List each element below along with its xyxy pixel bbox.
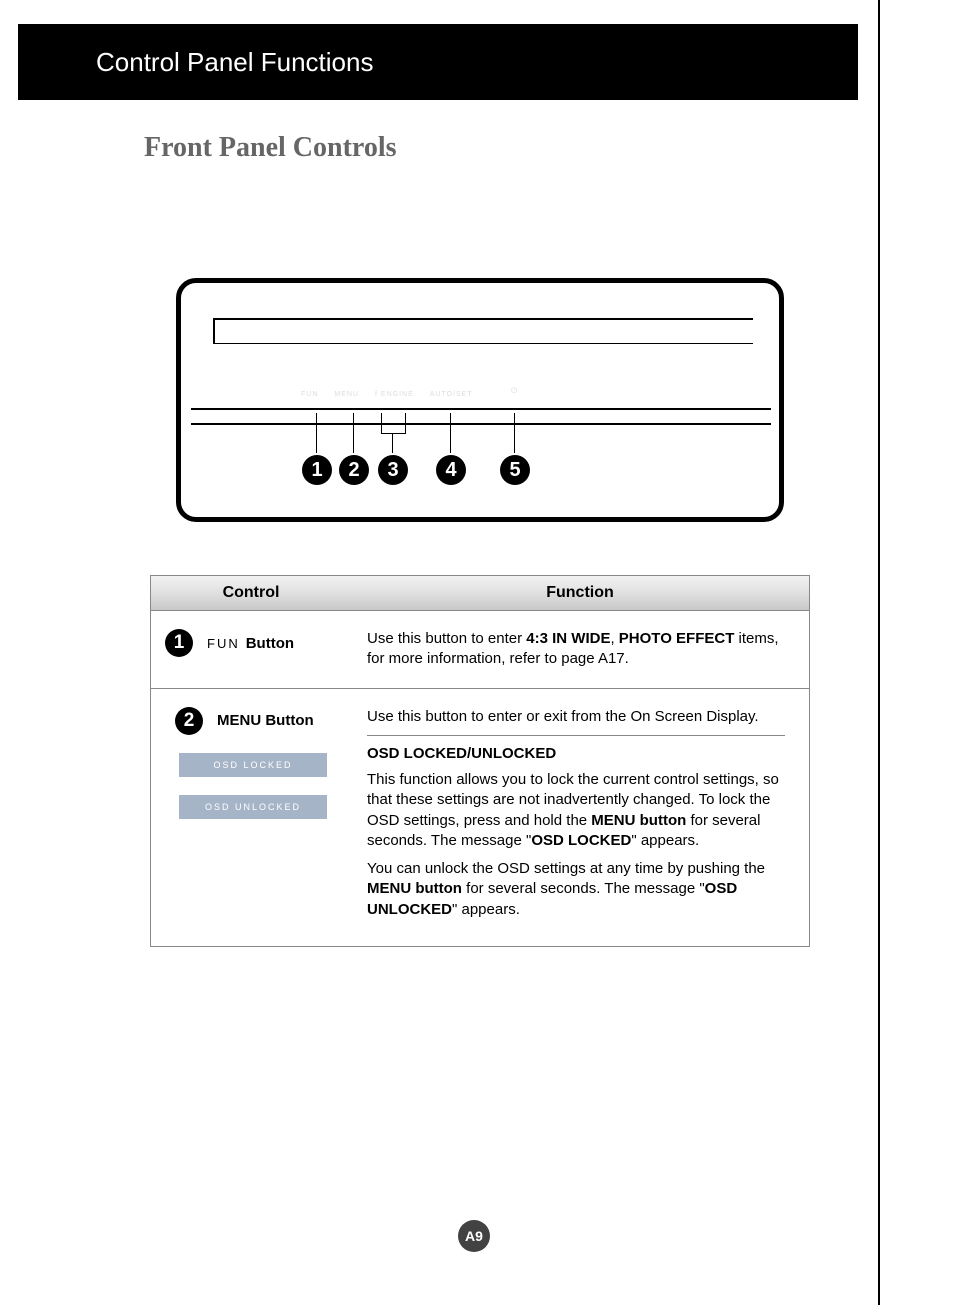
row2-p2-b: MENU button bbox=[367, 880, 462, 897]
td-control-1: 1 FUN Button bbox=[151, 611, 359, 688]
circle-1: 1 bbox=[302, 455, 332, 485]
row1-func-pre: Use this button to enter bbox=[367, 630, 526, 647]
diagram-label-fengine: f ENGINE bbox=[375, 391, 414, 398]
power-icon: ⏻ bbox=[511, 386, 517, 396]
controls-table: Control Function 1 FUN Button Use this b… bbox=[150, 575, 810, 947]
row1-circle: 1 bbox=[165, 629, 193, 657]
row2-p2-a: You can unlock the OSD settings at any t… bbox=[367, 860, 765, 877]
table-row-1: 1 FUN Button Use this button to enter 4:… bbox=[151, 611, 809, 689]
td-function-1: Use this button to enter 4:3 IN WIDE, PH… bbox=[359, 611, 809, 688]
osd-unlocked-badge: OSD UNLOCKED bbox=[179, 795, 327, 819]
row2-circle: 2 bbox=[175, 707, 203, 735]
row1-func-b2: PHOTO EFFECT bbox=[619, 630, 735, 647]
front-panel-diagram: FUN MENU f ENGINE AUTO/SET ⏻ 1 2 3 4 5 bbox=[176, 278, 784, 522]
diagram-label-menu: MENU bbox=[334, 391, 359, 398]
diagram-button-labels: FUN MENU f ENGINE AUTO/SET bbox=[301, 391, 473, 398]
row2-p2: You can unlock the OSD settings at any t… bbox=[367, 859, 785, 920]
row2-p1-b: MENU button bbox=[591, 812, 686, 829]
row1-func-b1: 4:3 IN WIDE bbox=[526, 630, 610, 647]
row2-p2-e: " appears. bbox=[452, 901, 520, 918]
row2-sub-title: OSD LOCKED/UNLOCKED bbox=[367, 735, 785, 764]
header-title: Control Panel Functions bbox=[96, 47, 373, 78]
row2-p2-c: for several seconds. The message " bbox=[462, 880, 705, 897]
osd-locked-badge: OSD LOCKED bbox=[179, 753, 327, 777]
row1-button-word: Button bbox=[246, 635, 294, 652]
td-function-2: Use this button to enter or exit from th… bbox=[359, 689, 809, 946]
row2-label: MENU Button bbox=[217, 712, 314, 729]
table-row-2: 2 MENU Button OSD LOCKED OSD UNLOCKED Us… bbox=[151, 689, 809, 946]
row2-p1-d: OSD LOCKED bbox=[531, 832, 631, 849]
circle-3: 3 bbox=[378, 455, 408, 485]
th-function: Function bbox=[351, 576, 809, 610]
circle-4: 4 bbox=[436, 455, 466, 485]
header-bar: Control Panel Functions bbox=[18, 24, 858, 100]
page-number: A9 bbox=[458, 1220, 490, 1252]
row2-func-top: Use this button to enter or exit from th… bbox=[367, 707, 785, 727]
td-control-2: 2 MENU Button OSD LOCKED OSD UNLOCKED bbox=[151, 689, 359, 946]
table-header-row: Control Function bbox=[151, 576, 809, 611]
th-control: Control bbox=[151, 576, 351, 610]
circle-5: 5 bbox=[500, 455, 530, 485]
circle-2: 2 bbox=[339, 455, 369, 485]
row1-func-mid: , bbox=[610, 630, 618, 647]
diagram-label-autoset: AUTO/SET bbox=[430, 391, 473, 398]
row1-fun-label: FUN bbox=[207, 636, 240, 651]
diagram-label-fun: FUN bbox=[301, 391, 318, 398]
row2-p1-e: " appears. bbox=[631, 832, 699, 849]
section-subtitle: Front Panel Controls bbox=[144, 132, 397, 164]
row2-p1: This function allows you to lock the cur… bbox=[367, 770, 785, 851]
